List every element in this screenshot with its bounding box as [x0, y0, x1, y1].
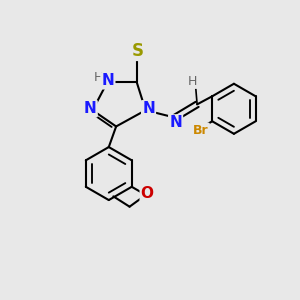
- Text: O: O: [141, 186, 154, 201]
- Text: N: N: [142, 101, 155, 116]
- Text: H: H: [188, 75, 197, 88]
- Text: N: N: [169, 116, 182, 130]
- Text: N: N: [84, 101, 97, 116]
- Text: S: S: [132, 42, 144, 60]
- Text: N: N: [101, 73, 114, 88]
- Text: Br: Br: [193, 124, 209, 136]
- Text: H: H: [94, 71, 103, 84]
